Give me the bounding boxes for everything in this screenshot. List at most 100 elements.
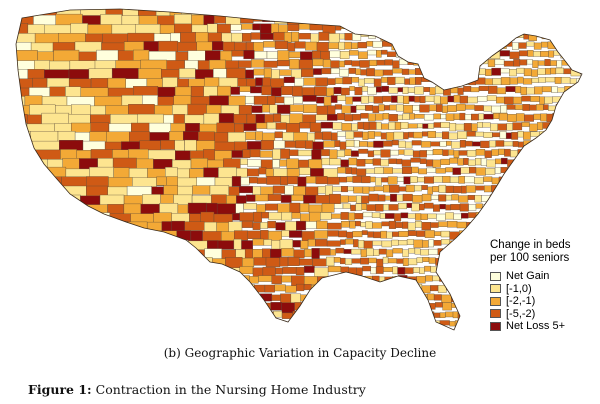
county-region <box>435 302 443 308</box>
county-region <box>308 159 323 170</box>
legend-label-minus1-0: [-1,0) <box>506 282 532 295</box>
legend-title-line1: Change in beds <box>490 239 571 251</box>
county-region <box>214 141 235 151</box>
county-region <box>319 294 332 305</box>
county-region <box>424 24 433 33</box>
county-region <box>435 132 443 138</box>
county-region <box>409 77 416 85</box>
county-region <box>239 266 254 275</box>
county-region <box>436 267 442 274</box>
county-region <box>433 294 442 301</box>
county-region <box>356 105 366 111</box>
county-region <box>471 248 480 255</box>
county-region <box>372 105 380 113</box>
county-region <box>575 9 582 14</box>
county-region <box>412 195 423 203</box>
county-region <box>480 329 489 330</box>
county-region <box>336 339 346 346</box>
county-region <box>231 50 244 57</box>
county-region <box>291 31 299 42</box>
county-region <box>384 15 391 21</box>
county-region <box>142 320 167 330</box>
county-region <box>367 285 376 290</box>
county-region <box>279 159 287 167</box>
county-region <box>345 131 355 140</box>
county-region <box>467 96 478 104</box>
county-region <box>326 256 335 267</box>
county-region <box>248 321 259 329</box>
county-region <box>58 203 82 220</box>
county-region <box>537 148 543 155</box>
county-region <box>392 293 402 298</box>
county-region <box>51 239 66 258</box>
county-region <box>258 275 272 282</box>
county-region <box>589 70 597 77</box>
county-region <box>287 256 300 266</box>
county-region <box>171 303 190 316</box>
county-region <box>419 104 430 113</box>
county-region <box>352 114 361 121</box>
county-region <box>384 59 393 66</box>
county-region <box>396 194 404 202</box>
county-region <box>349 50 359 56</box>
county-region <box>290 293 301 303</box>
county-region <box>408 131 414 138</box>
county-region <box>381 49 388 55</box>
county-region <box>356 195 362 204</box>
county-region <box>16 321 30 330</box>
county-region <box>314 230 328 239</box>
county-region <box>370 176 376 183</box>
county-region <box>430 141 441 147</box>
county-region <box>420 50 429 58</box>
county-region <box>255 194 269 202</box>
county-region <box>331 213 342 219</box>
county-region <box>366 204 376 211</box>
county-region <box>180 258 197 274</box>
county-region <box>16 267 33 282</box>
county-region <box>530 167 537 174</box>
county-region <box>51 266 66 283</box>
county-region <box>374 69 384 77</box>
county-region <box>298 23 311 30</box>
county-region <box>140 275 165 292</box>
county-region <box>384 195 391 201</box>
county-region <box>457 158 464 166</box>
county-region <box>447 267 454 275</box>
county-region <box>372 240 383 246</box>
county-region <box>483 105 492 112</box>
county-region <box>337 150 345 158</box>
county-region <box>565 104 574 110</box>
county-region <box>368 186 375 192</box>
county-region <box>398 140 406 148</box>
county-region <box>590 168 599 174</box>
county-region <box>394 122 402 130</box>
county-region <box>286 168 300 177</box>
county-region <box>380 230 387 239</box>
county-region <box>353 284 362 291</box>
county-region <box>585 187 594 192</box>
county-region <box>177 168 190 179</box>
county-region <box>476 320 485 328</box>
county-region <box>16 302 38 318</box>
county-region <box>453 68 461 76</box>
county-region <box>368 193 379 202</box>
county-region <box>365 168 375 174</box>
county-region <box>275 9 286 13</box>
county-region <box>316 320 327 329</box>
county-region <box>329 275 340 284</box>
county-region <box>402 193 413 202</box>
county-region <box>551 229 562 237</box>
county-region <box>435 168 446 174</box>
county-region <box>289 58 300 69</box>
county-region <box>584 122 590 128</box>
county-region <box>364 331 373 336</box>
county-region <box>499 33 507 41</box>
county-region <box>424 32 435 39</box>
county-region <box>283 329 299 330</box>
county-region <box>430 194 439 200</box>
county-region <box>557 87 565 93</box>
county-region <box>440 158 450 165</box>
county-region <box>520 185 526 192</box>
county-region <box>416 230 426 237</box>
